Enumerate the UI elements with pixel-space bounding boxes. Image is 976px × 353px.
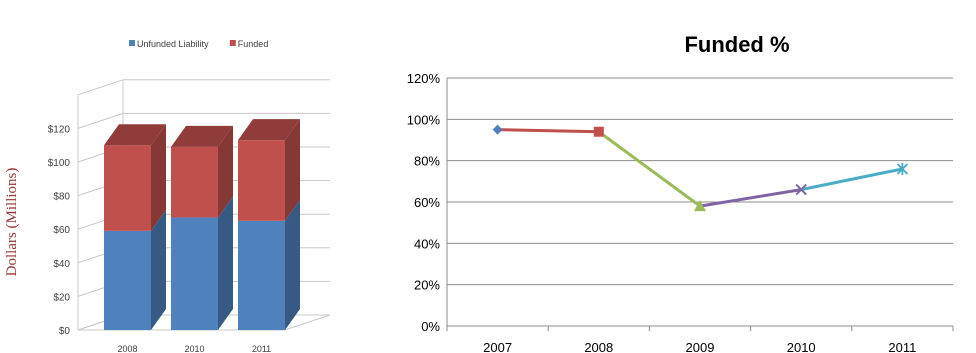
bar-side [285, 199, 300, 330]
y-tick-label: $100 [48, 158, 71, 169]
bar-side [218, 125, 233, 218]
bar-segment [171, 217, 218, 330]
y-tick-label: 40% [414, 236, 440, 251]
bar-segment [238, 220, 285, 330]
y-axis-label: Dollars (Millions) [4, 168, 20, 277]
y-tick-label: 20% [414, 278, 440, 293]
bar-side [151, 124, 166, 231]
data-point-triangle [694, 200, 706, 212]
y-tick-label: $20 [53, 292, 70, 303]
y-tick-label: 120% [407, 71, 441, 86]
bar-segment [104, 145, 151, 231]
x-tick-label: 2008 [117, 344, 137, 353]
y-tick-label: $40 [53, 259, 70, 270]
bar-side [151, 209, 166, 330]
data-point-diamond [492, 124, 503, 135]
legend-label: Unfunded Liability [137, 39, 209, 49]
y-tick-label: 0% [421, 319, 440, 334]
line-segment [799, 167, 904, 192]
legend: Unfunded Liability Funded [129, 39, 268, 49]
bar-segment [238, 140, 285, 221]
x-tick-label: 2011 [252, 344, 271, 353]
y-tick-label: 100% [407, 112, 441, 127]
data-point-star [896, 162, 909, 175]
x-tick-label: 2008 [584, 340, 613, 353]
side-gridline [77, 79, 124, 96]
data-point-square [593, 126, 604, 137]
line-segment [698, 188, 803, 208]
x-tick-label: 2011 [888, 340, 916, 353]
y-tick-label: $120 [48, 124, 71, 135]
data-point-x [795, 183, 807, 196]
y-tick-label: 60% [414, 195, 440, 210]
legend-swatch [229, 40, 236, 46]
x-tick-label: 2010 [787, 340, 816, 353]
y-tick-label: 80% [414, 154, 440, 169]
bar-side [218, 196, 233, 330]
x-tick-label: 2010 [184, 344, 204, 353]
x-tick-label: 2007 [483, 340, 512, 353]
y-tick-label: $80 [53, 192, 70, 203]
y-tick-label: $60 [53, 225, 70, 236]
bar-top [238, 119, 300, 141]
bar-side [285, 119, 300, 221]
funded-percent-line-chart: Funded % 0% 20% 40% 60% 80% 100% 120% 2007 2008 20… [407, 32, 954, 353]
bar-segment [171, 146, 218, 218]
stacked-bar-chart-3d: $0 $20 $40 $60 $80 $100 $120 Dollars (Millions)… [4, 39, 331, 353]
line-segment [496, 128, 601, 134]
x-tick-label: 2009 [686, 340, 715, 353]
bar-segment [104, 230, 151, 330]
bar-top [104, 124, 166, 146]
chart-title: Funded % [684, 32, 789, 57]
line-segment [597, 130, 702, 208]
bar-top [171, 125, 233, 147]
legend-label: Funded [238, 39, 269, 49]
legend-swatch [129, 40, 135, 46]
y-tick-label: $0 [59, 326, 71, 337]
side-gridline [77, 112, 124, 129]
